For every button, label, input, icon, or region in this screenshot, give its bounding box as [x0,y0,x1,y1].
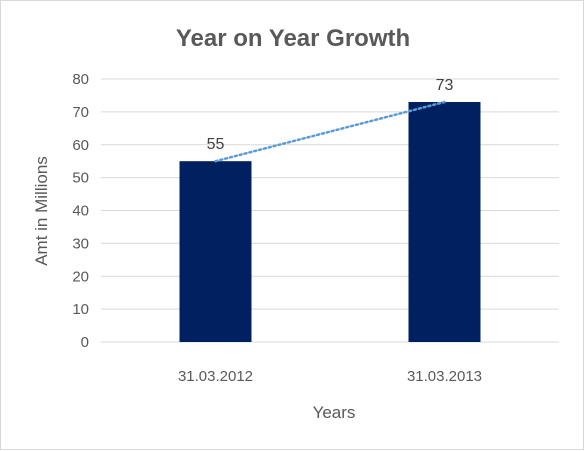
y-tick-label: 20 [72,268,89,285]
x-axis-label: Years [313,403,356,422]
data-labels: 55 73 [207,77,454,153]
y-tick-label: 30 [72,235,89,252]
data-label: 73 [436,77,454,94]
y-tick-label: 40 [72,203,89,220]
bars [179,102,481,342]
y-tick-label: 50 [72,170,89,187]
trendline [214,100,446,163]
x-tick-label: 31.03.2012 [178,368,253,385]
y-tick-label: 70 [72,104,89,121]
y-tick-label: 80 [72,71,89,88]
gridlines [101,78,559,343]
trendline-line [214,100,446,163]
x-axis-ticks: 31.03.2012 31.03.2013 [178,368,482,385]
y-tick-label: 60 [72,137,89,154]
y-tick-label: 10 [72,301,89,318]
bar [408,102,481,342]
y-tick-label: 0 [81,334,89,351]
bar [179,161,252,342]
chart-title: Year on Year Growth [176,25,410,52]
x-tick-label: 31.03.2013 [407,368,482,385]
y-axis-ticks: 0 10 20 30 40 50 60 70 80 [72,71,89,351]
y-axis-label: Amt in Millions [32,156,51,266]
data-label: 55 [207,136,225,153]
